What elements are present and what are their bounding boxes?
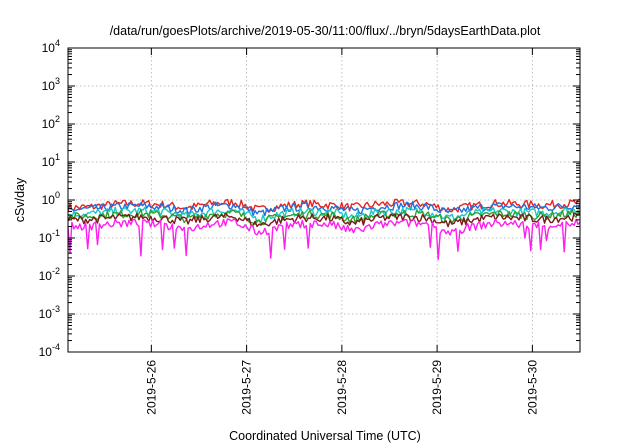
y-tick-label: 104 [42, 38, 60, 55]
grid [68, 48, 580, 352]
y-tick-label: 101 [42, 152, 60, 169]
y-tick-label: 103 [42, 76, 60, 93]
series-line-1 [67, 198, 581, 213]
x-axis: 2019-5-26 2019-5-27 2019-5-28 2019-5-29 2019… [144, 48, 539, 415]
series-line-2 [67, 201, 581, 217]
x-axis-label: Coordinated Universal Time (UTC) [229, 429, 421, 443]
x-tick-label: 2019-5-28 [335, 360, 349, 415]
y-tick-label: 10-2 [39, 266, 60, 283]
x-tick-label: 2019-5-30 [525, 360, 539, 415]
y-tick-label: 102 [42, 114, 60, 131]
y-axis-label: cSv/day [13, 177, 27, 222]
x-tick-label: 2019-5-27 [240, 360, 254, 415]
series-line-6 [67, 218, 581, 260]
y-tick-label: 10-3 [39, 304, 60, 321]
x-tick-label: 2019-5-29 [430, 360, 444, 415]
chart-title: /data/run/goesPlots/archive/2019-05-30/1… [110, 24, 541, 38]
series-group [67, 198, 581, 260]
y-tick-label: 10-1 [39, 228, 60, 245]
x-tick-label: 2019-5-26 [144, 360, 158, 415]
y-tick-label: 10-4 [39, 342, 60, 359]
y-axis: 104 103 102 101 100 10-1 10-2 10-3 10-4 [39, 38, 580, 359]
y-tick-label: 100 [42, 190, 60, 207]
series-line-4 [67, 209, 581, 226]
